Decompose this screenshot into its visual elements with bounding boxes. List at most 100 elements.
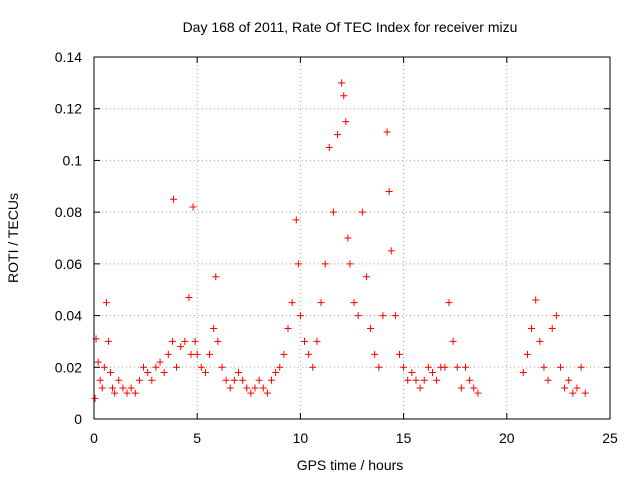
data-point [561,384,569,392]
data-point [342,118,350,126]
data-point [210,325,218,332]
data-point [127,384,135,392]
data-point [177,343,185,351]
data-point [284,325,292,332]
data-point [445,299,453,307]
data-point [263,389,271,397]
data-point [528,325,536,332]
data-point [309,363,317,371]
data-point [536,337,544,345]
data-point [123,389,131,397]
data-point [187,350,195,358]
data-point [115,376,123,384]
data-point [222,376,230,384]
data-point [344,234,352,242]
data-point [226,384,234,392]
data-point [412,376,420,384]
data-point [148,376,156,384]
data-point [395,350,403,358]
data-point [552,312,560,320]
data-point [156,358,164,366]
plot-frame [93,56,611,420]
data-point [96,376,104,384]
y-tick-label: 0.12 [55,101,82,117]
data-point [94,358,102,366]
y-tick-label: 0.14 [55,49,82,65]
data-point [453,363,461,371]
data-point [173,363,181,371]
x-axis-label: GPS time / hours [297,457,404,473]
data-point [100,363,108,371]
data-point [433,376,441,384]
data-point [470,384,478,392]
data-point [98,384,106,392]
data-point [160,368,168,376]
data-point [573,384,581,392]
data-point [346,260,354,268]
data-point [104,337,112,345]
data-point [276,363,284,371]
x-tick-label: 0 [90,430,98,446]
data-point [255,376,263,384]
data-point [532,296,540,304]
data-point [367,325,375,332]
data-point [581,389,589,397]
data-point [354,312,362,320]
data-point [234,368,242,376]
data-point [371,350,379,358]
data-point [268,376,276,384]
data-point [317,299,325,307]
data-point [340,92,348,100]
grid-lines [94,57,610,419]
data-point [119,384,127,392]
data-point [91,394,99,402]
data-point [544,376,552,384]
data-point [185,293,193,301]
data-point [338,79,346,87]
data-point [321,260,329,268]
data-point [462,363,470,371]
x-tick-label: 25 [602,430,618,446]
data-point [358,208,366,216]
data-point [214,337,222,345]
data-point [375,363,383,371]
data-point [548,325,556,332]
data-point [294,260,302,268]
data-point [301,337,309,345]
data-point [577,363,585,371]
data-point [144,368,152,376]
data-point [387,247,395,255]
data-point [164,350,172,358]
data-point [329,208,337,216]
data-point [325,144,333,151]
y-tick-label: 0.06 [55,256,82,272]
data-point [288,299,296,307]
data-point [449,337,457,345]
data-point [247,389,255,397]
data-point [152,363,160,371]
data-point [313,337,321,345]
x-tick-label: 10 [293,430,309,446]
data-point [109,384,117,392]
data-point [102,299,110,307]
data-point [230,376,238,384]
data-point [239,376,247,384]
data-point [565,376,573,384]
data-point [206,350,214,358]
data-point [212,273,220,281]
axis-ticks: 0 0.02 0.04 0.06 0.08 0.1 0.12 0.14 0 5 10 15 20 25 [55,49,618,446]
data-point [391,312,399,320]
data-point [466,376,474,384]
data-point [569,389,577,397]
data-point [556,363,564,371]
data-point [131,389,139,397]
data-point [416,384,424,392]
data-point [218,363,226,371]
data-point [362,273,370,281]
data-point [408,368,416,376]
data-point [181,337,189,345]
data-point [259,384,267,392]
data-point [169,195,177,203]
